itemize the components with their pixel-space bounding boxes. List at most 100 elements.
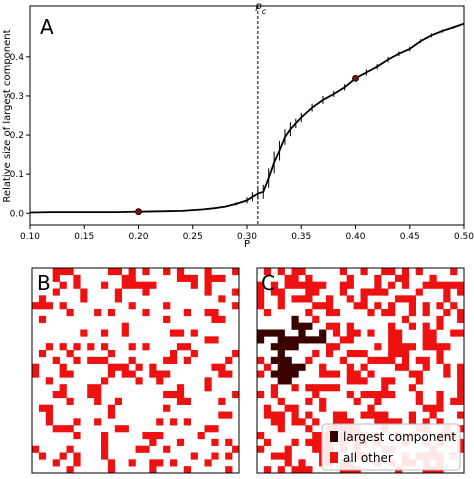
other-cell [156, 370, 164, 378]
other-cell [211, 309, 219, 317]
other-cell [305, 274, 313, 282]
other-cell [401, 343, 410, 351]
other-cell [415, 356, 423, 364]
largest-component-cell [284, 370, 292, 378]
other-cell [263, 363, 272, 371]
other-cell [367, 370, 375, 378]
other-cell [190, 452, 198, 460]
largest-component-cell [305, 322, 313, 330]
other-cell [66, 370, 74, 378]
other-cell [176, 391, 185, 399]
other-cell [59, 425, 67, 433]
other-cell [457, 445, 465, 453]
other-cell [305, 295, 313, 303]
other-cell [395, 418, 403, 426]
largest-component-cell [257, 336, 265, 344]
other-cell [232, 445, 240, 453]
other-cell [401, 315, 410, 323]
other-cell [59, 268, 67, 276]
other-cell [408, 302, 416, 310]
other-cell [408, 322, 416, 330]
other-cell [38, 315, 47, 323]
other-cell [374, 418, 382, 426]
other-cell [232, 391, 240, 399]
other-cell [183, 343, 191, 351]
other-cell [319, 363, 327, 371]
other-cell [73, 274, 81, 282]
other-cell [94, 418, 102, 426]
other-cell [381, 377, 389, 385]
panel-c-letter: C [261, 271, 275, 295]
other-cell [59, 452, 67, 460]
y-tick-label: 0.4 [10, 53, 25, 63]
other-cell [66, 466, 74, 474]
other-cell [101, 343, 109, 351]
other-cell [360, 377, 368, 385]
other-cell [381, 384, 389, 392]
other-cell [190, 281, 198, 289]
other-cell [388, 336, 396, 344]
other-cell [52, 268, 60, 276]
other-cell [32, 445, 40, 453]
other-cell [142, 268, 150, 276]
other-cell [360, 288, 368, 296]
other-cell [263, 268, 272, 276]
other-cell [422, 356, 430, 364]
other-cell [277, 425, 285, 433]
other-cell [415, 268, 423, 276]
other-cell [319, 281, 327, 289]
other-cell [374, 411, 382, 419]
other-cell [277, 295, 285, 303]
other-cell [284, 281, 292, 289]
other-cell [204, 459, 212, 467]
other-cell [163, 391, 171, 399]
other-cell [298, 268, 306, 276]
other-cell [204, 288, 212, 296]
other-cell [156, 459, 164, 467]
other-cell [163, 404, 171, 412]
other-cell [374, 281, 382, 289]
other-cell [73, 432, 81, 440]
other-cell [401, 350, 410, 358]
other-cell [87, 384, 95, 392]
other-cell [204, 274, 212, 282]
other-cell [450, 302, 458, 310]
other-cell [225, 452, 233, 460]
other-cell [211, 425, 219, 433]
other-cell [270, 391, 278, 399]
other-cell [163, 268, 171, 276]
legend-label-largest-component: largest component [343, 430, 456, 444]
other-cell [395, 343, 403, 351]
other-cell [388, 343, 396, 351]
largest-component-cell [305, 336, 313, 344]
other-cell [232, 302, 240, 310]
other-cell [170, 459, 178, 467]
largest-component-cell [277, 356, 285, 364]
other-cell [163, 315, 171, 323]
other-cell [121, 329, 129, 337]
other-cell [94, 391, 102, 399]
other-cell [204, 384, 212, 392]
other-cell [381, 309, 389, 317]
other-cell [312, 438, 320, 446]
other-cell [457, 329, 465, 337]
other-cell [360, 391, 368, 399]
other-cell [312, 432, 320, 440]
other-cell [353, 397, 361, 405]
other-cell [415, 377, 423, 385]
other-cell [257, 432, 265, 440]
largest-component-cell [284, 363, 292, 371]
other-cell [312, 288, 320, 296]
panel-c-frame [256, 267, 465, 474]
other-cell [305, 384, 313, 392]
other-cell [326, 350, 334, 358]
other-cell [326, 384, 334, 392]
other-cell [149, 466, 157, 474]
other-cell [101, 377, 109, 385]
x-tick-label: 0.25 [183, 232, 203, 242]
other-cell [183, 466, 191, 474]
other-cell [45, 418, 53, 426]
other-cell [305, 438, 313, 446]
other-cell [73, 452, 81, 460]
critical-point-label-p: p [254, 1, 261, 12]
